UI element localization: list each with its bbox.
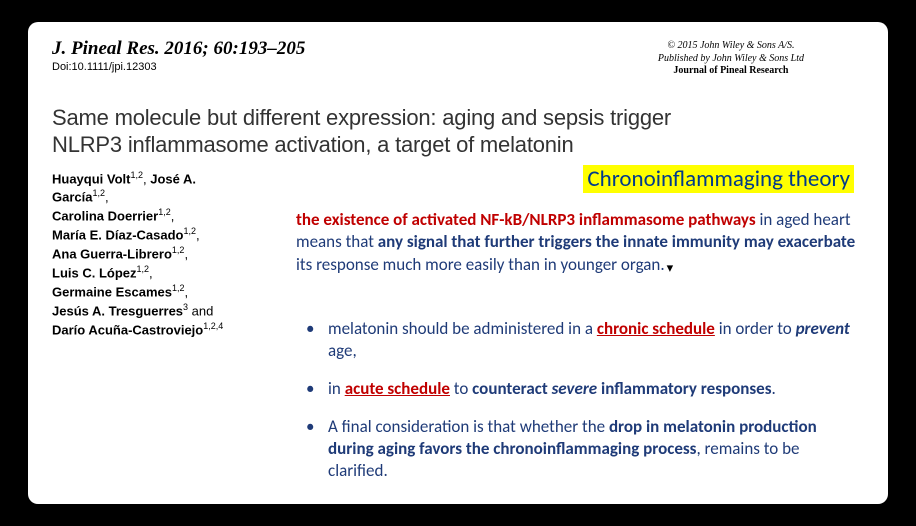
paper-header: J. Pineal Res. 2016; 60:193–205 Doi:10.1… [52, 38, 864, 78]
body-row: Huayqui Volt1,2, José A. García1,2,Carol… [52, 169, 864, 499]
copyright-line: © 2015 John Wiley & Sons A/S. [658, 40, 804, 53]
journal-citation: J. Pineal Res. 2016; 60:193–205 [52, 38, 305, 60]
b2-acute: acute schedule [345, 378, 450, 399]
b1-post: age, [328, 340, 357, 361]
publisher-block: © 2015 John Wiley & Sons A/S. Published … [658, 40, 804, 78]
b2-severe: severe [552, 378, 598, 399]
author-list: Huayqui Volt1,2, José A. García1,2,Carol… [52, 169, 252, 339]
doi-text: Doi:10.1111/jpi.12303 [52, 61, 305, 73]
para-red: the existence of activated NF-kB/NLRP3 i… [296, 209, 756, 230]
b1-mid: in order to [715, 318, 796, 339]
paper-title: Same molecule but different expression: … [52, 104, 864, 159]
theory-highlight: Chronoinflammaging theory [583, 165, 854, 193]
b1-chronic: chronic schedule [597, 318, 715, 339]
bullet-3: A final consideration is that whether th… [302, 416, 856, 482]
journal-name: Journal of Pineal Research [658, 65, 804, 78]
key-paragraph: the existence of activated NF-kB/NLRP3 i… [296, 209, 856, 278]
bullet-2: in acute schedule to counteract severe i… [302, 378, 856, 400]
slide-container: J. Pineal Res. 2016; 60:193–205 Doi:10.1… [0, 0, 916, 526]
bullet-1: melatonin should be administered in a ch… [302, 318, 856, 362]
b1-prevent: prevent [796, 318, 850, 339]
title-line-1: Same molecule but different expression: … [52, 105, 671, 130]
b2-mid: to [450, 378, 472, 399]
paper-card: J. Pineal Res. 2016; 60:193–205 Doi:10.1… [28, 22, 888, 504]
publisher-line: Published by John Wiley & Sons Ltd [658, 53, 804, 66]
mouse-cursor-icon: ▾ [667, 260, 675, 278]
b3-pre: A final consideration is that whether th… [328, 416, 609, 437]
content-area: Chronoinflammaging theory the existence … [252, 169, 864, 499]
b2-inflammatory: inflammatory responses [597, 378, 771, 399]
b2-post: . [772, 378, 776, 399]
para-bold2: any signal that further triggers the inn… [378, 231, 855, 252]
b2-counteract: counteract [472, 378, 551, 399]
title-line-2: NLRP3 inflammasome activation, a target … [52, 132, 574, 157]
para-tail: its response much more easily than in yo… [296, 254, 665, 275]
b1-pre: melatonin should be administered in a [328, 318, 597, 339]
bullet-list: melatonin should be administered in a ch… [302, 318, 856, 483]
b2-pre: in [328, 378, 345, 399]
journal-citation-block: J. Pineal Res. 2016; 60:193–205 Doi:10.1… [52, 38, 305, 73]
